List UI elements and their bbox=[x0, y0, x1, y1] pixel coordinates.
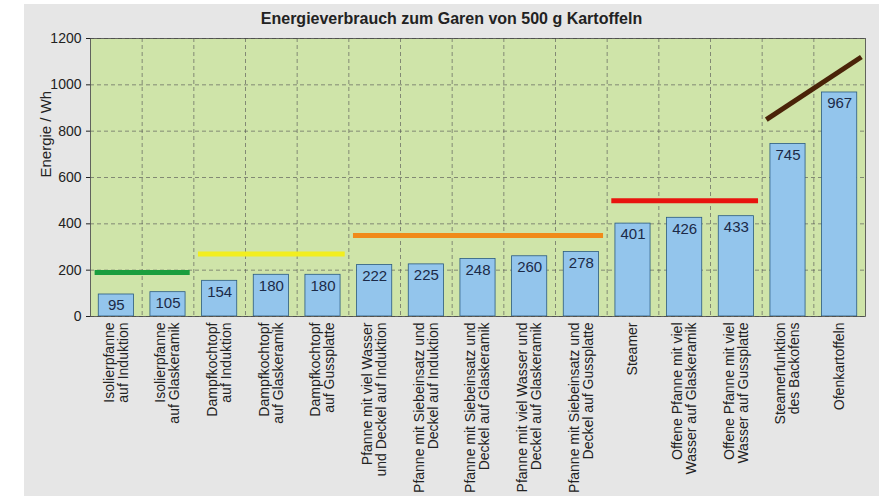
svg-text:1200: 1200 bbox=[50, 30, 81, 46]
svg-text:225: 225 bbox=[414, 266, 439, 283]
svg-text:278: 278 bbox=[569, 254, 594, 271]
svg-text:180: 180 bbox=[310, 277, 335, 294]
svg-text:Ofenkartoffeln: Ofenkartoffeln bbox=[831, 323, 847, 411]
svg-text:Pfanne mit viel Wasserund Deck: Pfanne mit viel Wasserund Deckel auf Ind… bbox=[359, 322, 389, 476]
svg-text:Isolierpfanneauf Glaskeramik: Isolierpfanneauf Glaskeramik bbox=[152, 322, 182, 424]
svg-text:1000: 1000 bbox=[50, 76, 81, 92]
svg-text:248: 248 bbox=[465, 261, 490, 278]
svg-text:95: 95 bbox=[108, 296, 125, 313]
svg-text:200: 200 bbox=[58, 262, 82, 278]
svg-text:400: 400 bbox=[58, 215, 82, 231]
svg-text:Isolierpfanneauf Induktion: Isolierpfanneauf Induktion bbox=[101, 322, 131, 402]
svg-text:Dampfkochtopfauf Induktion: Dampfkochtopfauf Induktion bbox=[204, 322, 234, 416]
svg-text:800: 800 bbox=[58, 123, 82, 139]
svg-text:Energie / Wh: Energie / Wh bbox=[37, 91, 54, 178]
svg-text:401: 401 bbox=[620, 225, 645, 242]
svg-text:222: 222 bbox=[362, 267, 387, 284]
svg-text:745: 745 bbox=[775, 146, 800, 163]
svg-text:154: 154 bbox=[207, 283, 232, 300]
svg-text:Pfanne mit Siebeinsatz undDeck: Pfanne mit Siebeinsatz undDeckel auf Ind… bbox=[411, 323, 441, 493]
svg-text:Pfanne mit viel Wasser undDeck: Pfanne mit viel Wasser undDeckel auf Gla… bbox=[514, 322, 544, 493]
svg-text:Pfanne mit Siebeinsatz undDeck: Pfanne mit Siebeinsatz undDeckel auf Gla… bbox=[462, 322, 492, 493]
html-text:Energieverbrauch zum Garen von: Energieverbrauch zum Garen von 500 g Kar… bbox=[260, 10, 643, 27]
svg-text:180: 180 bbox=[259, 277, 284, 294]
svg-text:Offene Pfanne mit vielWasser a: Offene Pfanne mit vielWasser auf Gusspla… bbox=[721, 322, 751, 463]
svg-text:105: 105 bbox=[155, 294, 180, 311]
svg-text:Steamerfunktiondes Backofens: Steamerfunktiondes Backofens bbox=[772, 323, 802, 425]
svg-text:433: 433 bbox=[724, 218, 749, 235]
svg-text:0: 0 bbox=[74, 308, 82, 324]
svg-text:Pfanne mit Siebeinsatz undDeck: Pfanne mit Siebeinsatz undDeckel auf Gus… bbox=[566, 322, 596, 493]
svg-text:Dampfkochtopfauf Glaskeramik: Dampfkochtopfauf Glaskeramik bbox=[256, 322, 286, 424]
svg-text:Steamer: Steamer bbox=[624, 322, 640, 375]
svg-text:426: 426 bbox=[672, 220, 697, 237]
svg-text:260: 260 bbox=[517, 258, 542, 275]
svg-text:Offene Pfanne mit vielWasser a: Offene Pfanne mit vielWasser auf Glasker… bbox=[669, 322, 699, 475]
svg-text:Dampfkochtopfauf Gussplatte: Dampfkochtopfauf Gussplatte bbox=[307, 322, 337, 416]
svg-text:967: 967 bbox=[827, 94, 852, 111]
svg-text:600: 600 bbox=[58, 169, 82, 185]
